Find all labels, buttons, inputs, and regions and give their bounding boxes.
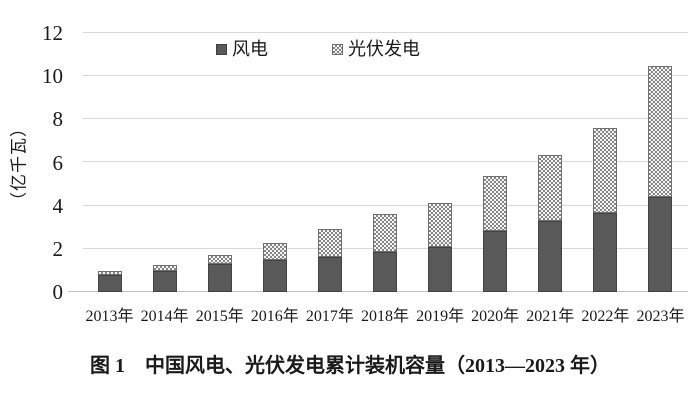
- bar-group-2014年: [152, 265, 177, 292]
- x-tick-label-2015年: 2015年: [195, 308, 244, 325]
- solar-segment-2016年: [262, 243, 287, 260]
- gridline-8: [83, 118, 688, 119]
- wind-segment-2021年: [538, 221, 563, 292]
- solar-segment-2021年: [538, 155, 563, 221]
- x-tick-label-2013年: 2013年: [85, 308, 134, 325]
- bar-group-2021年: [538, 155, 563, 292]
- legend-item-solar: 光伏发电: [332, 40, 420, 58]
- solar-segment-2020年: [483, 176, 508, 231]
- x-tick-label-2021年: 2021年: [526, 308, 575, 325]
- y-tick-label-0: 0: [52, 280, 64, 304]
- gridline-4: [83, 205, 688, 206]
- legend: 风电 光伏发电: [216, 40, 420, 58]
- plot-area: [68, 32, 688, 292]
- figure-caption: 图 1 中国风电、光伏发电累计装机容量（2013—2023 年）: [90, 355, 610, 377]
- y-tick-label-2: 2: [52, 236, 64, 261]
- x-tick-label-2018年: 2018年: [360, 308, 409, 325]
- legend-label-wind: 风电: [232, 39, 268, 59]
- wind-segment-2016年: [262, 260, 287, 292]
- bar-group-2020年: [483, 176, 508, 292]
- x-tick-label-2019年: 2019年: [416, 308, 465, 325]
- solar-segment-2015年: [207, 255, 232, 264]
- wind-segment-2014年: [152, 271, 177, 292]
- legend-label-solar: 光伏发电: [348, 39, 420, 59]
- wind-segment-2023年: [648, 197, 673, 292]
- x-tick-label-2017年: 2017年: [305, 308, 354, 325]
- x-tick-label-2014年: 2014年: [140, 308, 189, 325]
- gridline-12: [83, 32, 688, 33]
- gridline-6: [83, 161, 688, 162]
- solar-segment-2018年: [373, 214, 397, 252]
- bar-group-2017年: [317, 229, 342, 292]
- y-tick-label-8: 8: [52, 107, 64, 132]
- solar-segment-2014年: [152, 265, 177, 271]
- gridline-10: [83, 75, 688, 76]
- x-tick-label-2023年: 2023年: [636, 308, 685, 325]
- solar-segment-2019年: [428, 203, 453, 247]
- wind-swatch-icon: [216, 43, 227, 55]
- bar-group-2016年: [262, 243, 287, 292]
- wind-segment-2017年: [317, 257, 342, 292]
- y-tick-label-10: 10: [42, 64, 63, 89]
- bar-group-2022年: [593, 128, 618, 292]
- x-axis-labels: 2013年 2014年 2015年 2016年 2017年 2018年 2019年 2020年…: [76, 302, 688, 326]
- wind-segment-2013年: [97, 275, 122, 292]
- bar-group-2019年: [428, 203, 453, 292]
- wind-segment-2015年: [207, 264, 232, 292]
- x-tick-label-2020年: 2020年: [471, 308, 520, 325]
- x-tick-label-2016年: 2016年: [250, 308, 299, 325]
- y-tick-label-6: 6: [52, 150, 64, 175]
- solar-swatch-icon: [332, 43, 343, 55]
- wind-segment-2018年: [373, 252, 397, 292]
- solar-segment-2017年: [317, 229, 342, 257]
- solar-segment-2022年: [593, 128, 618, 213]
- solar-segment-2023年: [648, 66, 673, 197]
- wind-segment-2020年: [483, 231, 508, 292]
- y-tick-label-12: 12: [42, 21, 63, 45]
- bar-group-2023年: [648, 66, 673, 292]
- bar-group-2015年: [207, 255, 232, 292]
- solar-segment-2013年: [97, 271, 122, 275]
- x-tick-label-2022年: 2022年: [581, 308, 630, 325]
- bar-group-2013年: [97, 271, 122, 292]
- bar-group-2018年: [373, 214, 397, 292]
- legend-item-wind: 风电: [216, 40, 268, 58]
- y-tick-label-4: 4: [52, 193, 64, 218]
- wind-segment-2019年: [428, 247, 453, 292]
- wind-segment-2022年: [593, 213, 618, 292]
